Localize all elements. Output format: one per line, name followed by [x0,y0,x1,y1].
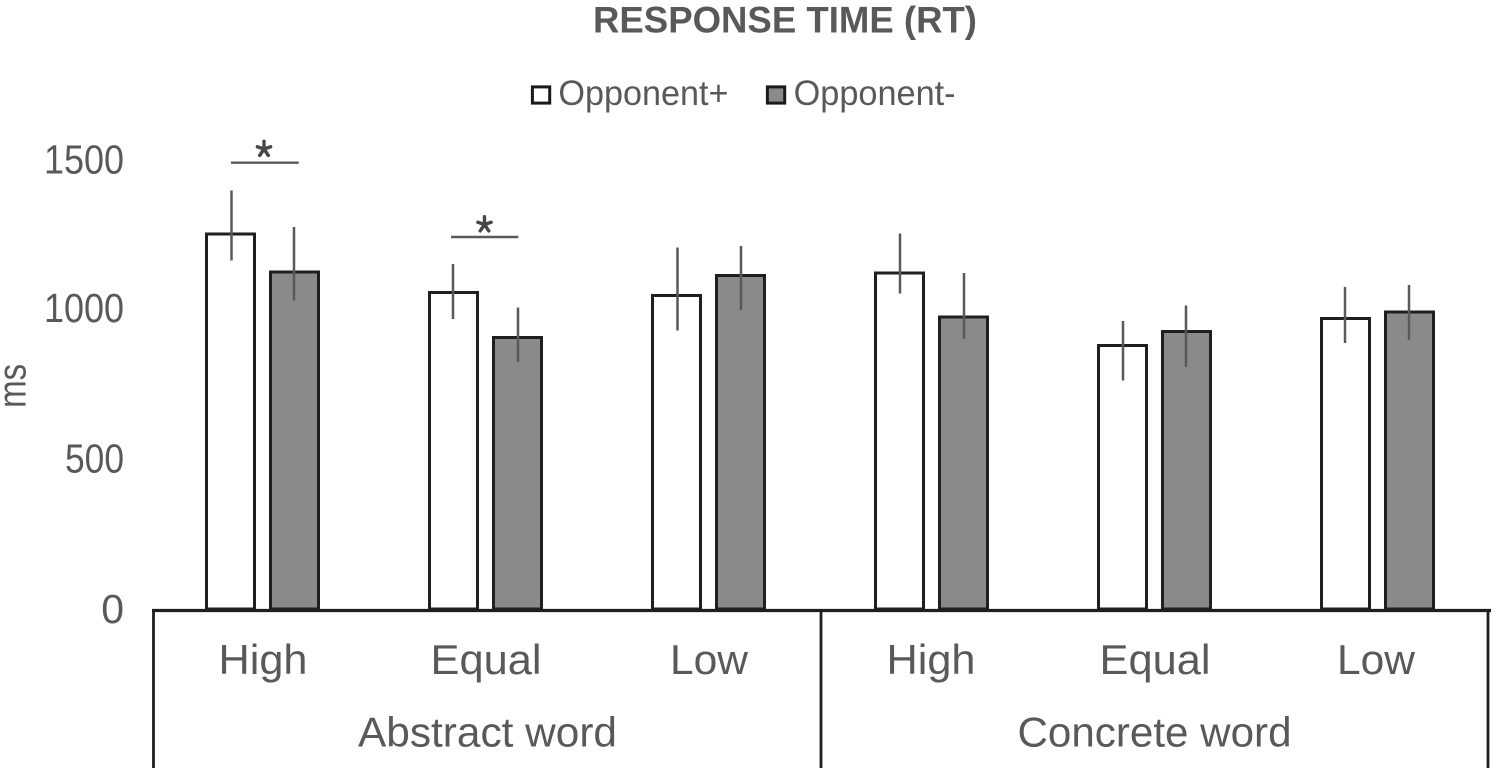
svg-text:High: High [219,636,308,683]
svg-text:1000: 1000 [44,285,124,331]
svg-text:0: 0 [101,586,124,632]
svg-text:500: 500 [65,436,124,482]
svg-text:Equal: Equal [431,636,542,683]
svg-text:Abstract word: Abstract word [358,709,617,756]
svg-text:Opponent+: Opponent+ [558,73,728,113]
svg-text:Concrete word: Concrete word [1018,709,1292,756]
svg-text:1500: 1500 [44,137,124,183]
svg-text:RESPONSE TIME (RT): RESPONSE TIME (RT) [593,0,977,40]
svg-text:ms: ms [0,364,34,408]
svg-text:High: High [887,636,976,683]
svg-text:Opponent-: Opponent- [794,73,956,113]
svg-text:Low: Low [1337,636,1416,683]
svg-text:Low: Low [670,636,749,683]
svg-text:Equal: Equal [1100,636,1211,683]
